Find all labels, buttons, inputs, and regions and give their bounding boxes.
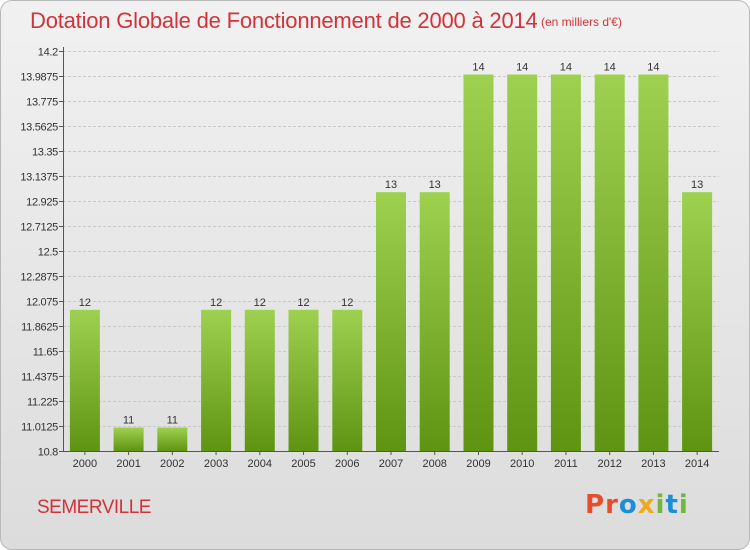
x-tick-label: 2009 (466, 458, 490, 470)
x-tick-label: 2000 (73, 458, 97, 470)
bar (332, 309, 363, 451)
x-tick-label: 2013 (641, 458, 665, 470)
x-tick-label: 2001 (116, 458, 140, 470)
x-tick-label: 2006 (335, 458, 359, 470)
bar (638, 74, 669, 451)
data-label: 14 (604, 62, 616, 74)
data-label: 12 (79, 297, 91, 309)
y-tick-label: 14.2 (38, 47, 58, 59)
y-tick-label: 11.0125 (21, 422, 58, 434)
bar (157, 427, 188, 451)
chart-title: Dotation Globale de Fonctionnement de 20… (30, 8, 538, 33)
x-tick-label: 2003 (204, 458, 228, 470)
bar (463, 74, 494, 451)
bar (507, 74, 538, 451)
y-tick-label: 11.8625 (21, 322, 58, 334)
y-tick-label: 12.7125 (20, 222, 58, 234)
x-tick-label: 2002 (160, 458, 184, 470)
y-tick-label: 12.2875 (20, 272, 58, 284)
bar (113, 427, 144, 451)
y-tick-label: 12.075 (26, 297, 58, 309)
data-label: 14 (560, 62, 572, 74)
x-tick-label: 2008 (422, 458, 446, 470)
data-label: 14 (472, 62, 484, 74)
bar (244, 309, 275, 451)
y-tick-label: 13.1375 (20, 172, 58, 184)
y-tick-label: 13.775 (26, 97, 58, 109)
proxiti-logo[interactable]: Proxiti (585, 490, 689, 520)
data-label: 13 (429, 179, 441, 191)
y-tick-label: 10.8 (38, 447, 58, 459)
bar (288, 309, 319, 451)
bar (419, 192, 450, 451)
y-tick-label: 13.35 (32, 147, 58, 159)
bar (682, 192, 713, 451)
data-label: 11 (123, 415, 134, 427)
bar (550, 74, 581, 451)
data-label: 13 (385, 179, 397, 191)
bar (69, 309, 100, 451)
y-tick-label: 12.5 (38, 247, 58, 259)
y-tick-label: 12.925 (26, 197, 58, 209)
data-label: 11 (167, 415, 178, 427)
y-tick-label: 11.65 (33, 347, 58, 359)
data-label: 12 (254, 297, 266, 309)
y-tick-label: 13.5625 (20, 122, 58, 134)
y-tick-label: 11.4375 (21, 372, 58, 384)
bar (201, 309, 232, 451)
commune-name: SEMERVILLE (37, 497, 151, 518)
data-label: 14 (516, 62, 528, 74)
x-tick-label: 2005 (291, 458, 315, 470)
x-tick-label: 2007 (379, 458, 403, 470)
x-tick-label: 2011 (554, 458, 578, 470)
x-tick-label: 2010 (510, 458, 534, 470)
y-tick-label: 11.225 (27, 397, 58, 409)
chart-subtitle: (en milliers d'€) (541, 15, 622, 29)
x-tick-label: 2004 (248, 458, 272, 470)
data-label: 12 (210, 297, 222, 309)
data-label: 13 (691, 179, 703, 191)
data-label: 12 (297, 297, 309, 309)
x-tick-label: 2014 (685, 458, 709, 470)
bar (594, 74, 625, 451)
data-label: 14 (647, 62, 659, 74)
y-tick-label: 13.9875 (20, 72, 58, 84)
bar (376, 192, 406, 451)
x-tick-label: 2012 (597, 458, 621, 470)
data-label: 12 (341, 297, 353, 309)
